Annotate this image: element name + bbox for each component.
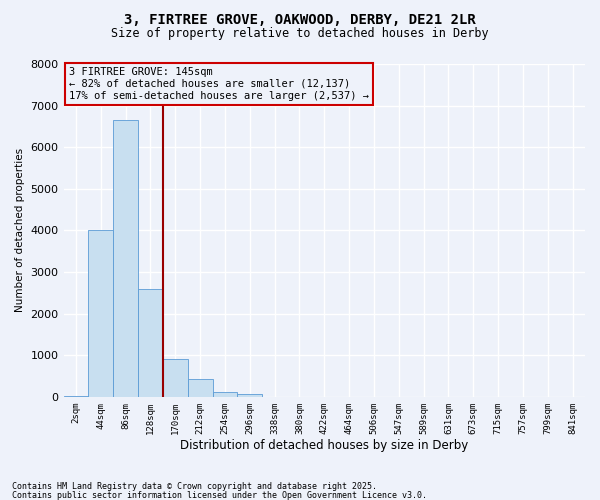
Text: Contains HM Land Registry data © Crown copyright and database right 2025.: Contains HM Land Registry data © Crown c… [12, 482, 377, 491]
Text: Size of property relative to detached houses in Derby: Size of property relative to detached ho… [111, 28, 489, 40]
Text: 3 FIRTREE GROVE: 145sqm
← 82% of detached houses are smaller (12,137)
17% of sem: 3 FIRTREE GROVE: 145sqm ← 82% of detache… [69, 68, 369, 100]
Bar [113, 120, 138, 397]
Text: Contains public sector information licensed under the Open Government Licence v3: Contains public sector information licen… [12, 490, 427, 500]
Bar [238, 394, 262, 397]
Y-axis label: Number of detached properties: Number of detached properties [15, 148, 25, 312]
Text: 3, FIRTREE GROVE, OAKWOOD, DERBY, DE21 2LR: 3, FIRTREE GROVE, OAKWOOD, DERBY, DE21 2… [124, 12, 476, 26]
Bar [212, 392, 238, 397]
Bar [188, 380, 212, 397]
Bar [88, 230, 113, 397]
Bar [163, 358, 188, 397]
Bar [138, 288, 163, 397]
Bar [64, 396, 88, 397]
X-axis label: Distribution of detached houses by size in Derby: Distribution of detached houses by size … [180, 440, 469, 452]
